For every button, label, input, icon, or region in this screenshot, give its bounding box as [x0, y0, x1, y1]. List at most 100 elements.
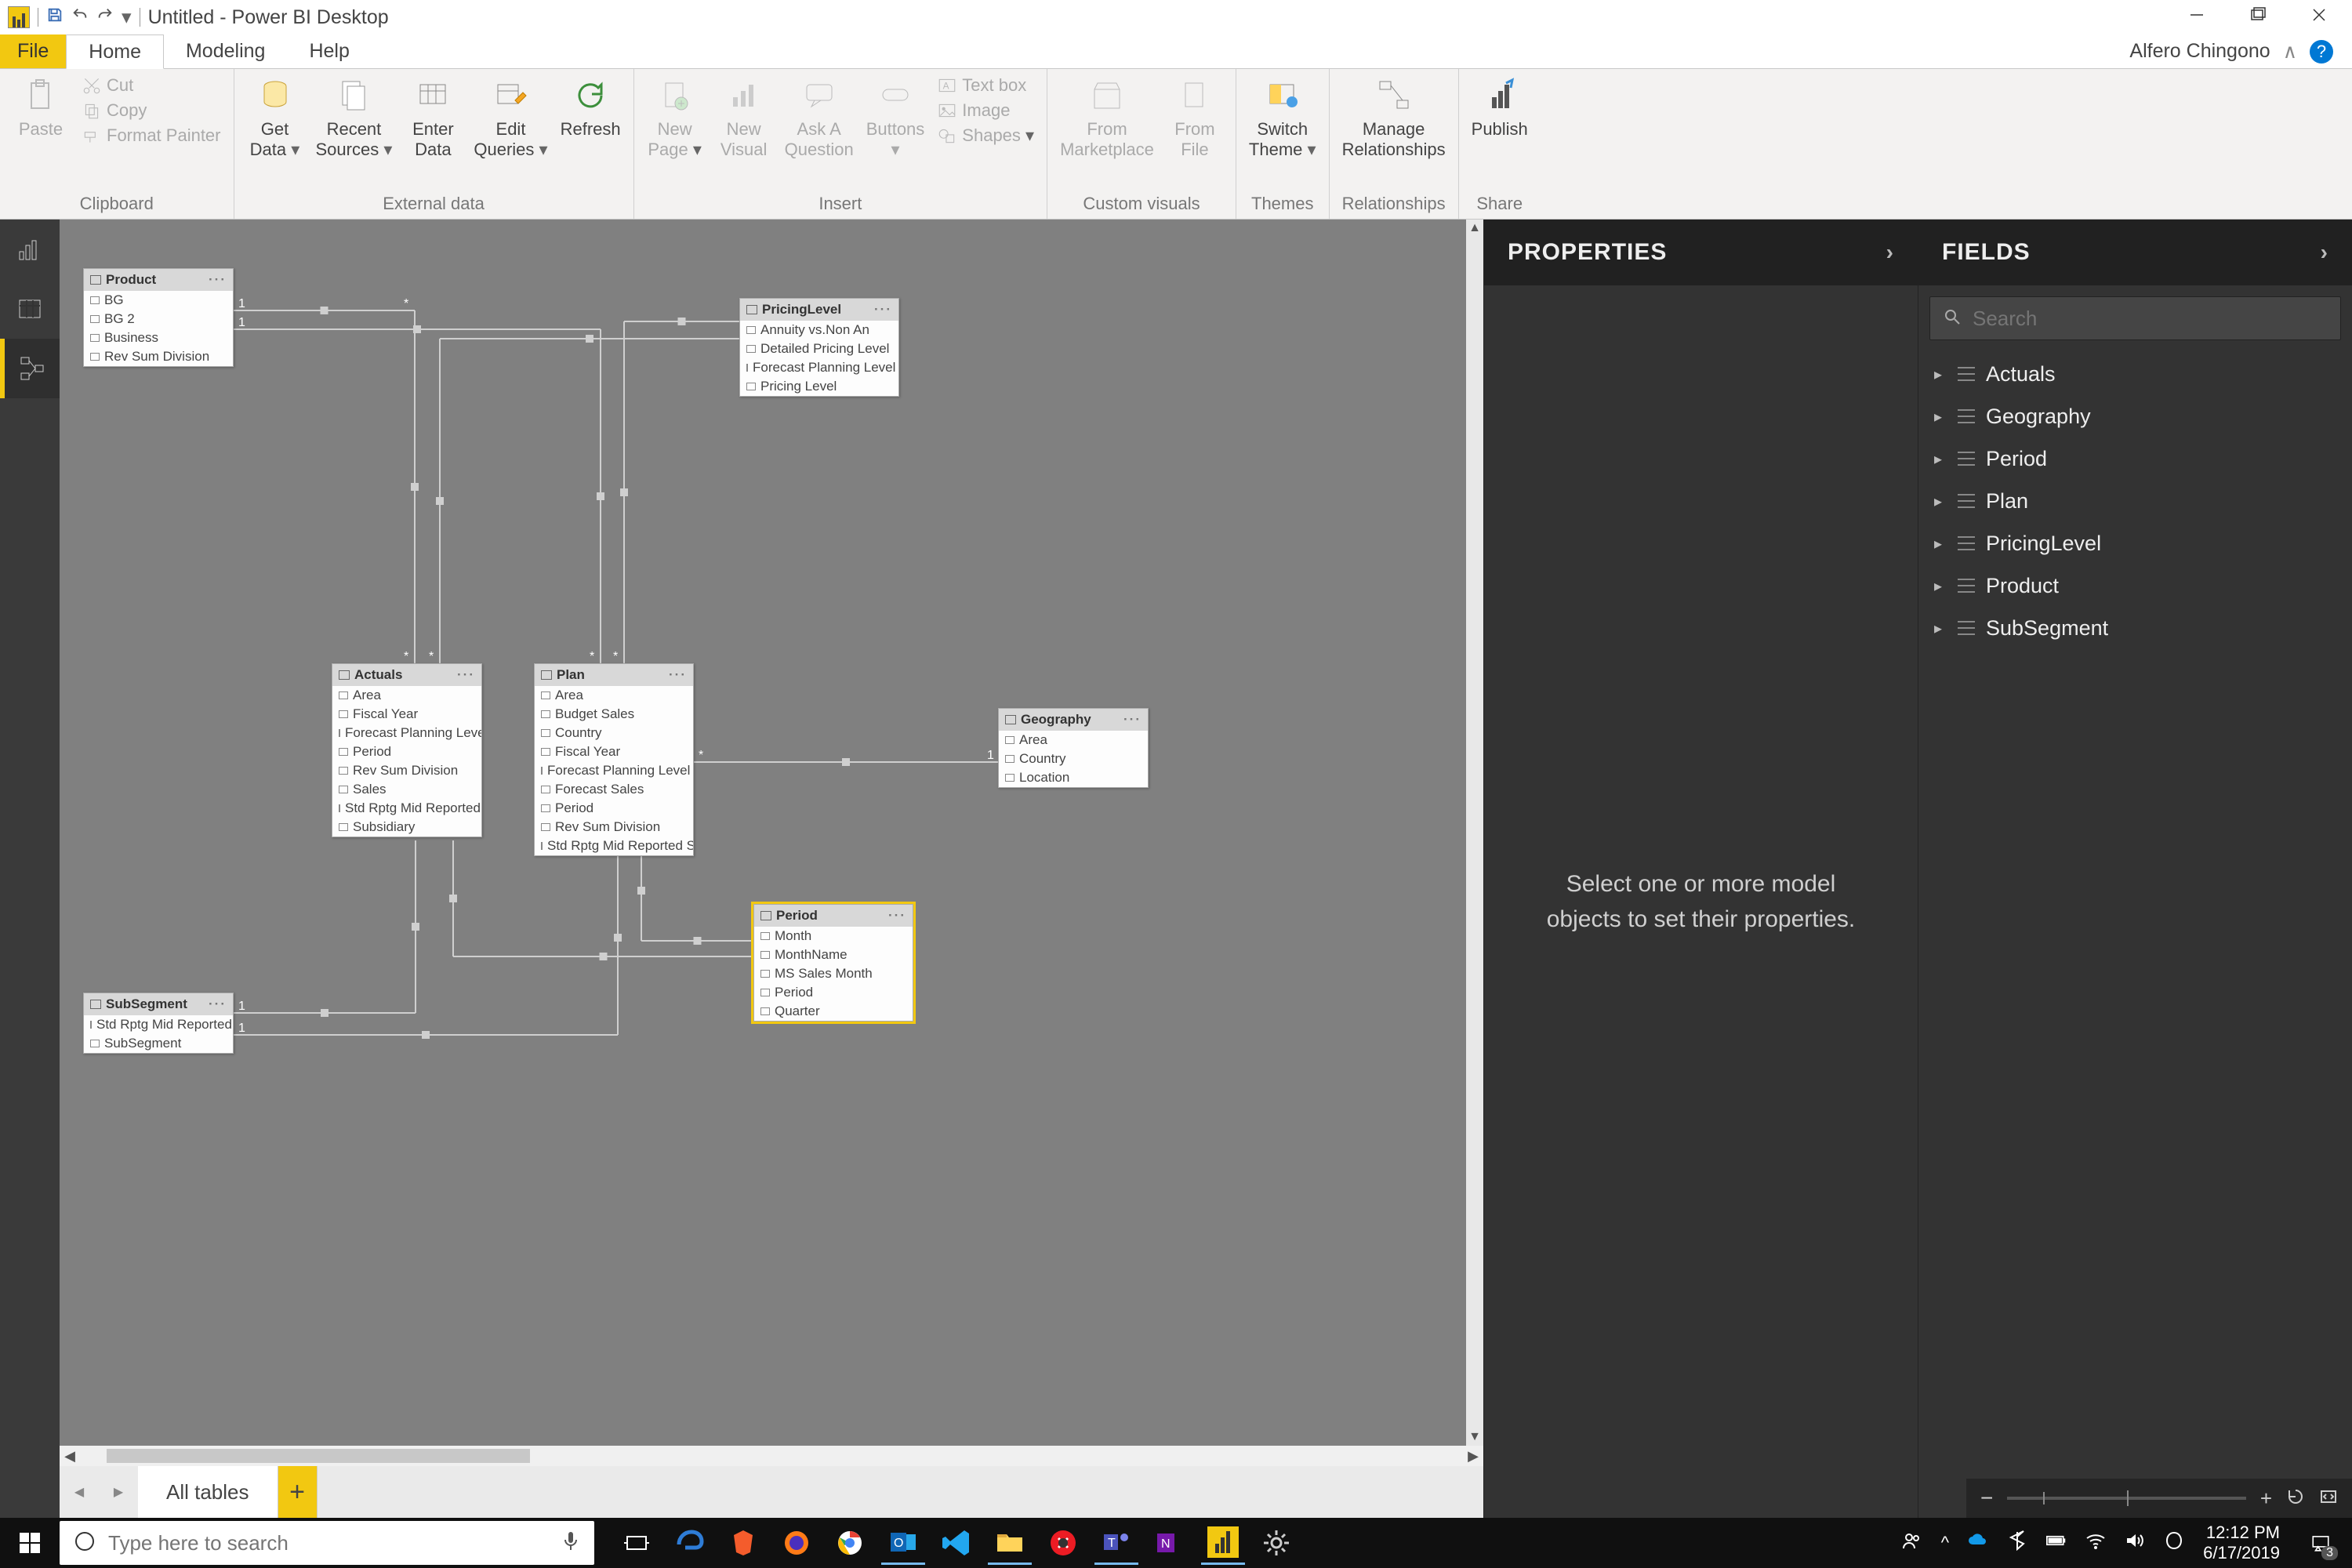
table-menu-icon[interactable]: ··· [209, 272, 227, 288]
tab-help[interactable]: Help [287, 34, 371, 68]
paste-button[interactable]: Paste [8, 74, 74, 143]
horizontal-scrollbar[interactable]: ◀ ▶ [60, 1446, 1483, 1466]
tab-file[interactable]: File [0, 34, 66, 68]
table-menu-icon[interactable]: ··· [1123, 712, 1142, 728]
dolby-icon[interactable] [2164, 1530, 2184, 1555]
add-page-button[interactable]: + [278, 1466, 318, 1518]
table-header[interactable]: Period··· [754, 905, 913, 927]
table-header[interactable]: PricingLevel··· [740, 299, 898, 321]
table-field[interactable]: Area [332, 686, 481, 705]
redo-icon[interactable] [96, 6, 114, 29]
table-menu-icon[interactable]: ··· [209, 996, 227, 1012]
collapse-fields-icon[interactable]: › [2321, 240, 2328, 265]
table-field[interactable]: Forecast Planning Level [332, 724, 481, 742]
table-field[interactable]: Area [535, 686, 693, 705]
action-center-icon[interactable]: 3 [2299, 1521, 2343, 1565]
explorer-icon[interactable] [988, 1521, 1032, 1565]
wifi-icon[interactable] [2085, 1530, 2106, 1555]
table-field[interactable]: SubSegment [84, 1034, 233, 1053]
image-button[interactable]: Image [932, 99, 1039, 122]
table-field[interactable]: Rev Sum Division [535, 818, 693, 837]
battery-icon[interactable] [2046, 1530, 2067, 1555]
table-field[interactable]: Pricing Level [740, 377, 898, 396]
cut-button[interactable]: Cut [77, 74, 226, 97]
table-field[interactable]: Sales [332, 780, 481, 799]
table-field[interactable]: Std Rptg Mid Reported S... [332, 799, 481, 818]
model-view-button[interactable] [0, 339, 60, 398]
table-field[interactable]: Area [999, 731, 1148, 750]
hscroll-thumb[interactable] [107, 1449, 530, 1463]
table-field[interactable]: Annuity vs.Non An [740, 321, 898, 339]
new-visual-button[interactable]: NewVisual [711, 74, 777, 163]
teams-icon[interactable]: T [1094, 1521, 1138, 1565]
table-field[interactable]: Forecast Sales [535, 780, 693, 799]
edge-icon[interactable] [668, 1521, 712, 1565]
save-icon[interactable] [46, 6, 64, 29]
table-field[interactable]: Month [754, 927, 913, 946]
text-box-button[interactable]: AText box [932, 74, 1039, 97]
scroll-down-icon[interactable]: ▼ [1466, 1428, 1483, 1446]
bluetooth-icon[interactable] [2007, 1530, 2027, 1555]
table-header[interactable]: Geography··· [999, 709, 1148, 731]
collapse-properties-icon[interactable]: › [1886, 240, 1894, 265]
scroll-up-icon[interactable]: ▲ [1466, 220, 1483, 237]
tab-home[interactable]: Home [66, 34, 164, 69]
manage-relationships-button[interactable]: ManageRelationships [1338, 74, 1450, 163]
model-table-period[interactable]: Period···MonthMonthNameMS Sales MonthPer… [753, 904, 913, 1022]
fit-to-page-icon[interactable] [2319, 1487, 2338, 1510]
table-header[interactable]: SubSegment··· [84, 993, 233, 1015]
table-field[interactable]: Std Rptg Mid Reported S... [84, 1015, 233, 1034]
table-field[interactable]: Fiscal Year [535, 742, 693, 761]
table-field[interactable]: Country [999, 750, 1148, 768]
table-field[interactable]: Period [754, 983, 913, 1002]
table-field[interactable]: Forecast Planning Level [535, 761, 693, 780]
onedrive-icon[interactable] [1968, 1530, 1988, 1555]
next-page-button[interactable]: ▶ [99, 1466, 138, 1518]
model-table-pricinglevel[interactable]: PricingLevel···Annuity vs.Non AnDetailed… [739, 298, 899, 397]
volume-icon[interactable] [2125, 1530, 2145, 1555]
table-menu-icon[interactable]: ··· [669, 667, 687, 683]
signed-in-user[interactable]: Alfero Chingono [2129, 40, 2270, 63]
ask-a-question-button[interactable]: Ask AQuestion [780, 74, 858, 163]
outlook-icon[interactable]: O [881, 1521, 925, 1565]
table-field[interactable]: BG 2 [84, 310, 233, 328]
user-chevron-icon[interactable]: ∧ [2283, 40, 2297, 64]
fields-table-actuals[interactable]: ▸Actuals [1926, 353, 2344, 395]
fields-table-period[interactable]: ▸Period [1926, 437, 2344, 480]
start-button[interactable] [0, 1531, 60, 1555]
switch-theme-button[interactable]: SwitchTheme [1244, 74, 1321, 163]
scroll-right-icon[interactable]: ▶ [1463, 1446, 1483, 1466]
powerbi-icon[interactable] [1201, 1521, 1245, 1565]
maximize-icon[interactable] [2249, 5, 2267, 30]
fields-table-plan[interactable]: ▸Plan [1926, 480, 2344, 522]
table-header[interactable]: Actuals··· [332, 664, 481, 686]
table-field[interactable]: Period [332, 742, 481, 761]
qat-dropdown-icon[interactable]: ▾ [122, 5, 132, 29]
mic-icon[interactable] [561, 1530, 580, 1557]
taskbar-search[interactable] [60, 1521, 594, 1565]
fields-search-input[interactable] [1973, 307, 2328, 331]
table-field[interactable]: Fiscal Year [332, 705, 481, 724]
new-page-button[interactable]: NewPage [642, 74, 708, 163]
table-field[interactable]: Business [84, 328, 233, 347]
model-table-actuals[interactable]: Actuals···AreaFiscal YearForecast Planni… [332, 663, 482, 837]
table-field[interactable]: Subsidiary [332, 818, 481, 837]
table-field[interactable]: Location [999, 768, 1148, 787]
close-icon[interactable] [2310, 5, 2328, 30]
tray-chevron-icon[interactable]: ^ [1941, 1533, 1949, 1553]
chrome-icon[interactable] [828, 1521, 872, 1565]
recent-sources-button[interactable]: RecentSources [311, 74, 397, 163]
minimize-icon[interactable] [2187, 5, 2206, 30]
zoom-slider[interactable] [2007, 1497, 2245, 1500]
fields-table-product[interactable]: ▸Product [1926, 564, 2344, 607]
table-field[interactable]: Forecast Planning Level [740, 358, 898, 377]
onenote-icon[interactable]: N [1148, 1521, 1192, 1565]
scroll-left-icon[interactable]: ◀ [60, 1446, 80, 1466]
table-menu-icon[interactable]: ··· [888, 908, 906, 924]
firefox-icon[interactable] [775, 1521, 818, 1565]
shapes-button[interactable]: Shapes [932, 124, 1039, 147]
table-menu-icon[interactable]: ··· [457, 667, 475, 683]
model-table-subsegment[interactable]: SubSegment···Std Rptg Mid Reported S...S… [83, 993, 234, 1054]
table-field[interactable]: Rev Sum Division [84, 347, 233, 366]
table-field[interactable]: MS Sales Month [754, 964, 913, 983]
